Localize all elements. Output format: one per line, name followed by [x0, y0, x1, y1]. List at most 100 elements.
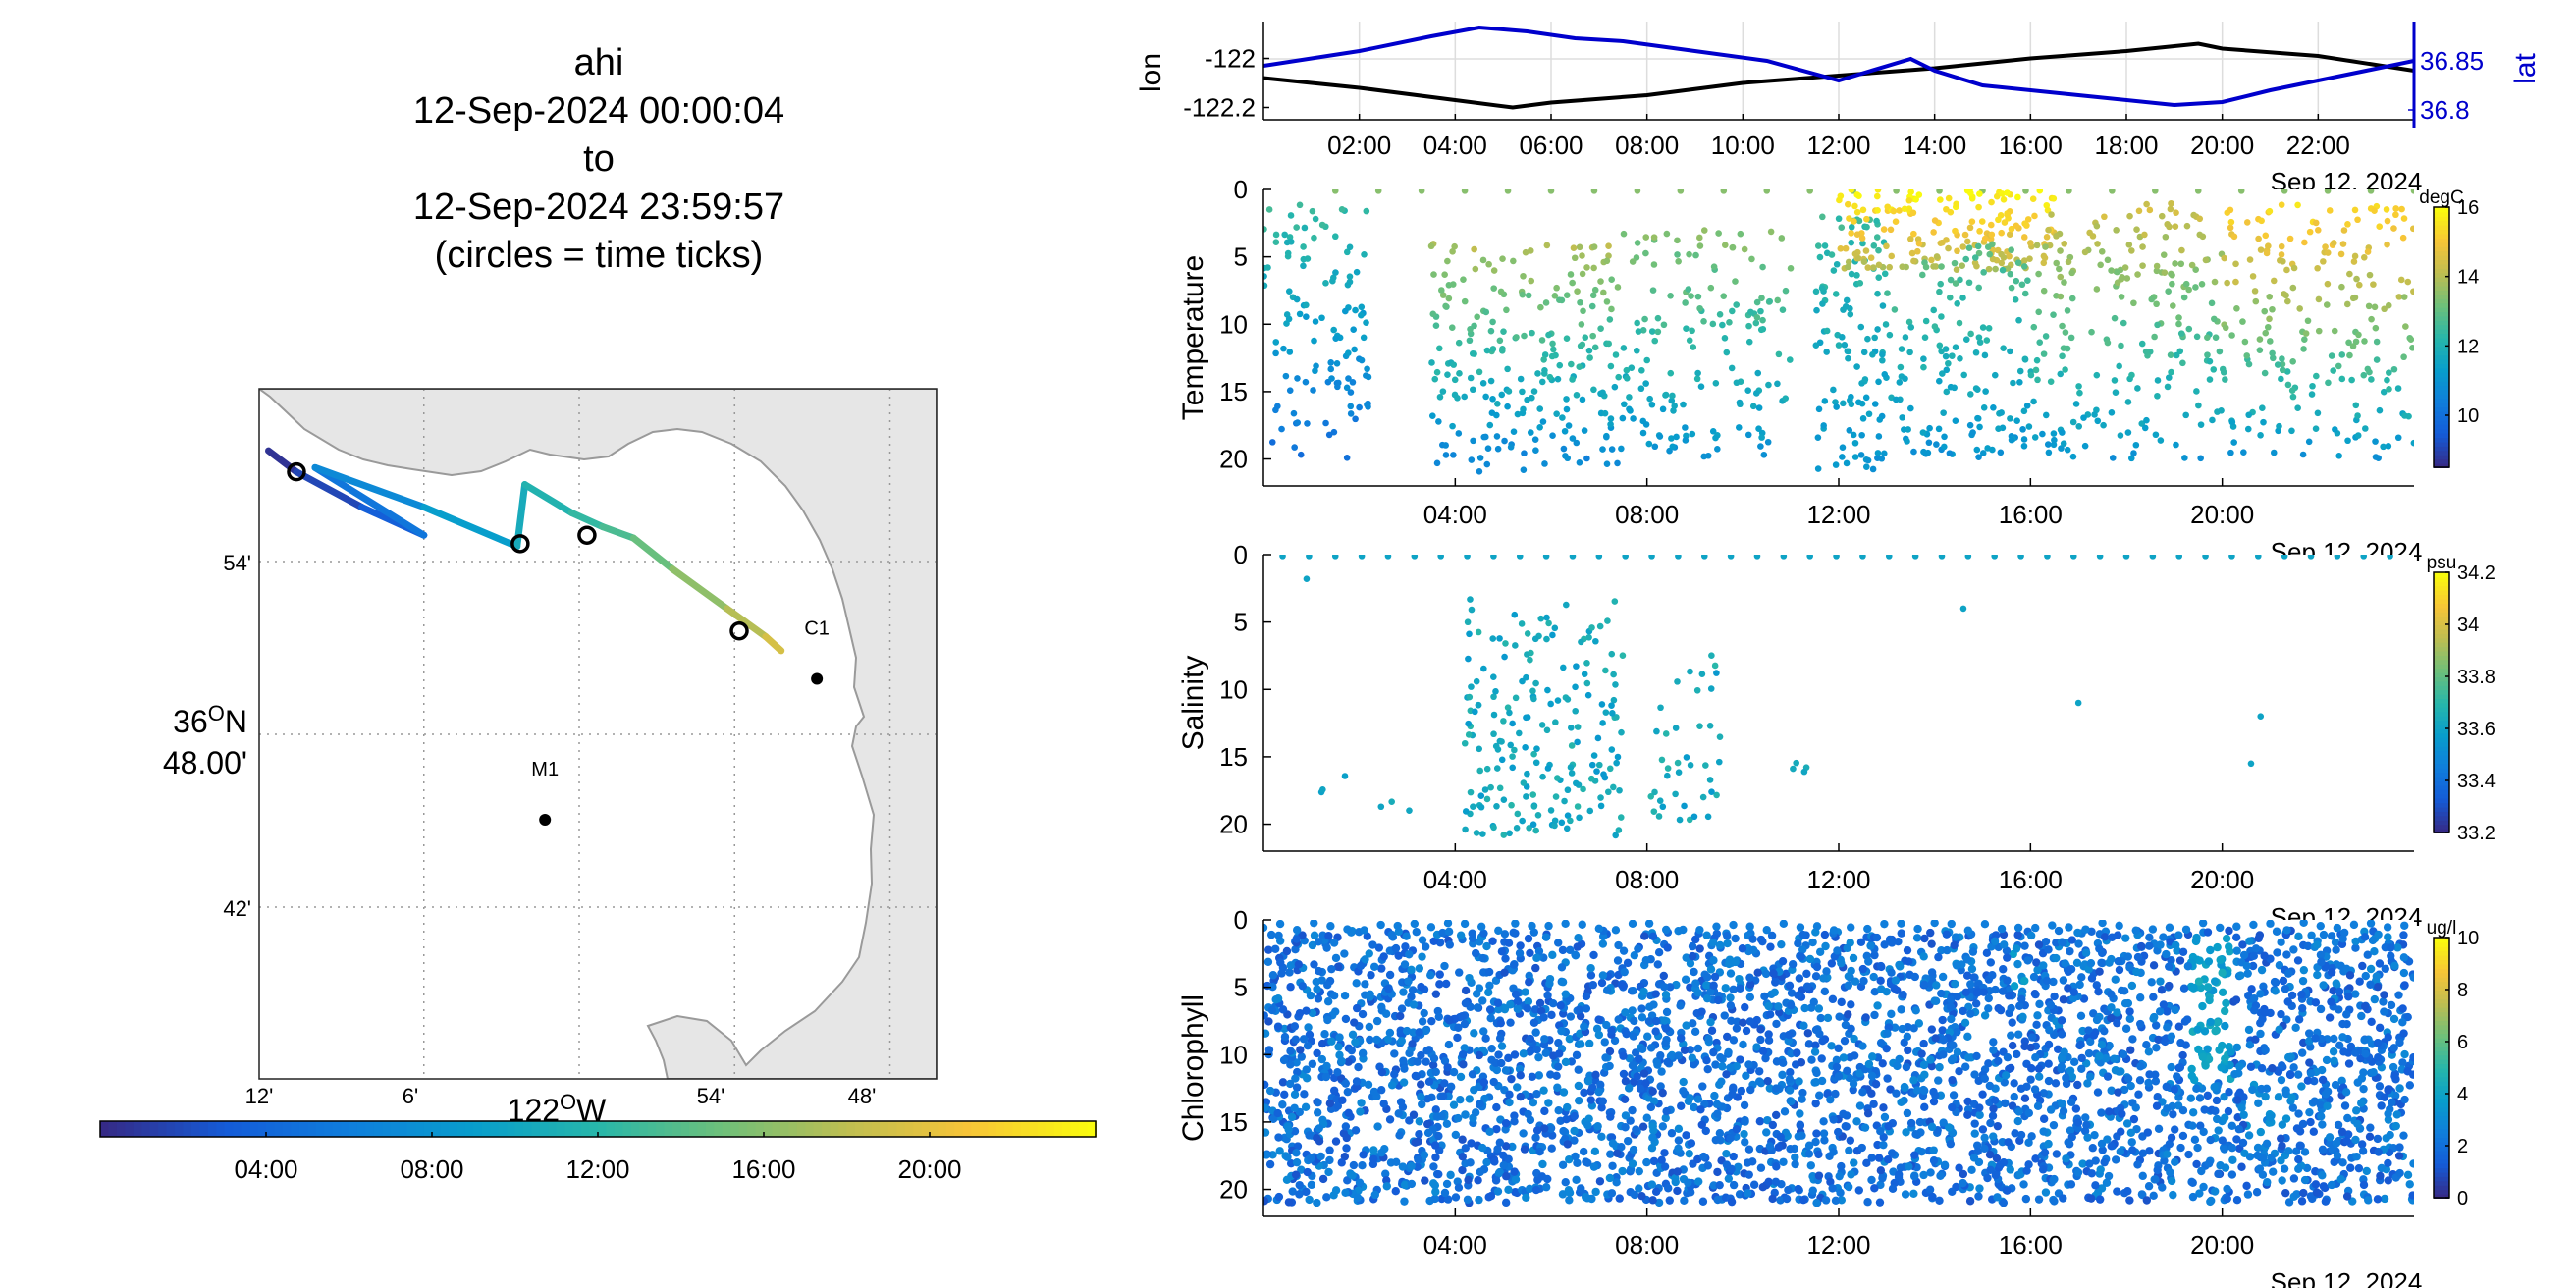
temperature-point — [1633, 347, 1640, 354]
temperature-point — [2269, 305, 2276, 313]
chlorophyll-point — [2337, 1127, 2347, 1137]
temperature-point — [1728, 364, 1736, 372]
temperature-point — [1853, 191, 1861, 198]
salinity-colorbar-cell — [2434, 819, 2449, 826]
temperature-point — [1470, 437, 1476, 445]
chlorophyll-point — [1756, 1163, 1766, 1172]
chlorophyll-point — [1565, 1154, 1574, 1164]
chlorophyll-point — [1268, 971, 1278, 980]
temperature-point — [1345, 349, 1352, 356]
temperature-point — [2194, 189, 2202, 194]
temperature-point — [1686, 250, 1692, 258]
temperature-colorbar-cell — [2434, 380, 2449, 387]
chlorophyll-point — [1501, 1142, 1511, 1151]
temperature-point — [1969, 429, 1976, 436]
chlorophyll-point — [2005, 992, 2013, 1000]
chlorophyll-point — [2035, 999, 2044, 1009]
chlorophyll-point — [1926, 1168, 1935, 1177]
chlorophyll-point — [1344, 1057, 1353, 1066]
temperature-point — [1520, 405, 1527, 413]
temperature-point — [2257, 432, 2264, 439]
map-colorbar-cell — [772, 1121, 781, 1137]
salinity-point — [1602, 709, 1610, 716]
temperature-point — [1737, 230, 1744, 238]
temperature-point — [1441, 271, 1448, 279]
temperature-point — [1806, 189, 1813, 194]
map-colorbar-cell — [705, 1121, 716, 1137]
temperature-point — [1322, 280, 1329, 287]
chlorophyll-point — [2373, 1134, 2383, 1144]
temperature-point — [1815, 405, 1823, 413]
chlorophyll-point — [1835, 1171, 1844, 1181]
chlorophyll-point — [1277, 969, 1286, 978]
chlorophyll-point — [2318, 1171, 2327, 1180]
temperature-point — [1449, 248, 1456, 255]
temperature-point — [2043, 201, 2051, 209]
temperature-point — [1945, 359, 1952, 367]
salinity-point — [1468, 606, 1476, 614]
temperature-colorbar-cell — [2434, 315, 2449, 321]
chlorophyll-point — [1431, 990, 1441, 998]
temperature-point — [1517, 375, 1525, 383]
temperature-point — [1976, 190, 1983, 197]
temperature-point — [2392, 211, 2399, 219]
map-colorbar-cell — [531, 1121, 541, 1137]
temperature-point — [1925, 439, 1933, 447]
temperature-point — [2294, 201, 2301, 209]
chlorophyll-point — [2305, 1037, 2314, 1046]
temperature-point — [2337, 250, 2345, 258]
chlorophyll-point — [1657, 1155, 1666, 1165]
chlorophyll-point — [1843, 943, 1852, 953]
salinity-colorbar-cell — [2434, 646, 2449, 652]
chlorophyll-point — [1598, 939, 1608, 948]
salinity-point — [1622, 555, 1629, 560]
chlorophyll-point — [1960, 1018, 1970, 1028]
salinity-point — [1700, 555, 1708, 560]
temperature-point — [2330, 367, 2337, 374]
temperature-point — [1639, 429, 1647, 437]
map-colorbar-cell — [688, 1121, 699, 1137]
chlorophyll-point — [2203, 983, 2213, 992]
temperature-point — [2124, 399, 2132, 405]
chlorophyll-point — [2294, 1015, 2304, 1024]
chlorophyll-point — [1682, 1131, 1690, 1140]
chlorophyll-point — [1839, 1053, 1849, 1062]
salinity-point — [1524, 714, 1531, 721]
temperature-point — [1845, 258, 1852, 266]
chlorophyll-point — [1936, 1171, 1945, 1180]
temperature-point — [2324, 280, 2332, 288]
chlorophyll-point — [1558, 1160, 1568, 1169]
chlorophyll-point — [1772, 1019, 1781, 1029]
temperature-point — [1853, 272, 1860, 279]
chlorophyll-point — [2262, 1084, 2272, 1093]
chlorophyll-point — [1870, 988, 1879, 996]
chlorophyll-point — [2355, 977, 2364, 986]
temperature-point — [2278, 242, 2285, 250]
salinity-point — [1483, 795, 1491, 803]
chlorophyll-point — [1676, 1001, 1685, 1010]
temperature-colorbar-cell — [2434, 371, 2449, 378]
chlorophyll-point — [1407, 965, 1416, 975]
map-colorbar-cell — [498, 1121, 509, 1137]
chlorophyll-point — [1815, 947, 1825, 956]
temperature-point — [1263, 282, 1268, 290]
salinity-point — [1504, 704, 1512, 711]
chlorophyll-point — [1796, 1120, 1804, 1129]
temperature-point — [1358, 311, 1365, 319]
chlorophyll-point — [1513, 1083, 1522, 1092]
salinity-colorbar-cell — [2434, 711, 2449, 717]
temperature-point — [1909, 209, 1917, 217]
salinity-point — [1964, 555, 1972, 560]
temperature-point — [1823, 327, 1831, 335]
chlorophyll-point — [1703, 1064, 1712, 1074]
chlorophyll-point — [1996, 1160, 2005, 1169]
chlorophyll-point — [1761, 1053, 1770, 1063]
temperature-point — [1461, 393, 1468, 401]
temperature-y-tick-label: 10 — [1219, 309, 1248, 339]
temperature-point — [1603, 298, 1611, 305]
lonlat-x-tick-label: 02:00 — [1327, 131, 1391, 160]
temperature-colorbar-cell — [2434, 349, 2449, 356]
salinity-point — [1609, 710, 1616, 717]
temperature-point — [1449, 281, 1457, 288]
temperature-point — [1496, 337, 1504, 345]
